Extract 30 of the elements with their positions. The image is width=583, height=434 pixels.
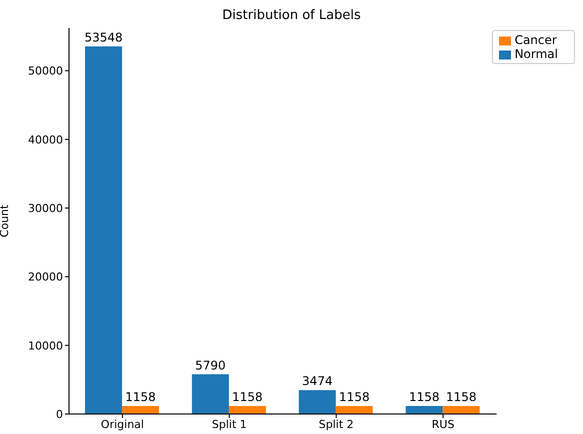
x-tick-label: RUS	[432, 418, 454, 431]
bar	[228, 406, 266, 414]
chart-title: Distribution of Labels	[221, 8, 362, 23]
y-tick-label: 50000	[28, 64, 63, 78]
x-tick-label: Split 1	[212, 418, 247, 431]
legend-label: Normal	[514, 47, 558, 61]
data-label: 5790	[195, 358, 226, 372]
bar	[85, 46, 122, 414]
data-label: 1158	[232, 390, 263, 404]
data-label: 3474	[302, 374, 333, 388]
data-label: 1158	[408, 390, 440, 404]
y-tick-label: 20000	[28, 270, 63, 284]
legend-label: Cancer	[514, 33, 557, 47]
y-axis-title: Count	[0, 204, 11, 238]
data-label: 1158	[125, 390, 156, 404]
bar	[336, 406, 373, 414]
y-tick-label: 0	[56, 408, 63, 421]
bar	[298, 390, 336, 414]
bar	[406, 406, 443, 414]
bar	[442, 406, 480, 414]
y-tick-label: 30000	[28, 202, 63, 215]
y-tick-label: 10000	[28, 339, 63, 352]
data-label: 1158	[339, 390, 370, 404]
data-label: 1158	[446, 390, 476, 404]
x-tick-label: Original	[100, 418, 144, 431]
data-label: 53548	[84, 30, 123, 44]
x-tick-label: Split 2	[318, 418, 354, 431]
y-tick-label: 40000	[28, 133, 63, 146]
bar	[122, 406, 160, 414]
bar	[192, 374, 229, 414]
